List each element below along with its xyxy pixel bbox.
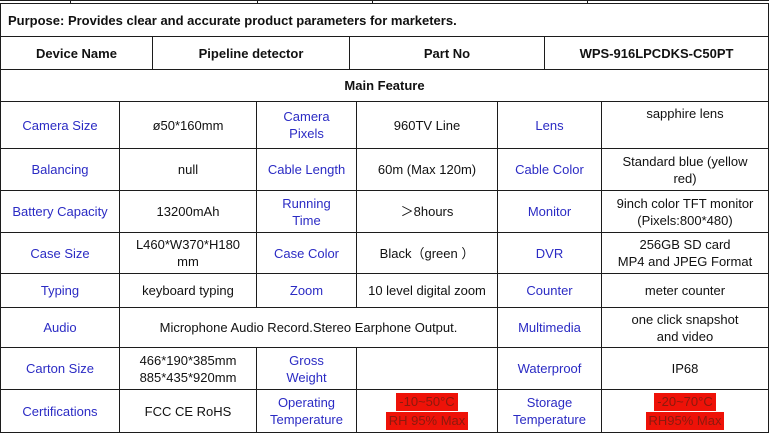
- remnant-tick: [257, 1, 258, 4]
- part-no-value: WPS-916LPCDKS-C50PT: [579, 45, 734, 61]
- carton-size-label: Carton Size: [1, 348, 120, 389]
- cutoff-row-remnant: [0, 0, 769, 4]
- lens-value: sapphire lens: [646, 106, 724, 121]
- remnant-tick: [372, 1, 373, 4]
- device-header-row: Device Name Pipeline detector Part No WP…: [1, 37, 768, 70]
- part-no-label: Part No: [350, 37, 545, 69]
- audio-value: Microphone Audio Record.Stereo Earphone …: [120, 308, 498, 347]
- section-title: Main Feature: [344, 78, 425, 93]
- dvr-label: DVR: [498, 233, 602, 273]
- lens-label: Lens: [498, 102, 602, 148]
- cable-length-label: Cable Length: [257, 149, 357, 190]
- camera-pixels-label: Camera Pixels: [257, 102, 357, 148]
- device-name-value: Pipeline detector: [153, 37, 350, 69]
- dvr-value: 256GB SD card MP4 and JPEG Format: [617, 237, 753, 269]
- running-time-value: ＞8hours: [357, 191, 498, 232]
- storage-humidity-max: RH95% Max: [645, 411, 725, 430]
- monitor-label: Monitor: [498, 191, 602, 232]
- counter-value: meter counter: [644, 283, 726, 298]
- storage-temperature-label: Storage Temperature: [498, 390, 602, 432]
- case-size-label: Case Size: [1, 233, 120, 273]
- operating-humidity-max: RH 95% Max: [385, 411, 469, 430]
- table-row: Certifications FCC CE RoHS Operating Tem…: [1, 390, 768, 432]
- certifications-value: FCC CE RoHS: [120, 390, 257, 432]
- case-color-label: Case Color: [257, 233, 357, 273]
- cable-color-value: Standard blue (yellow red): [622, 153, 748, 186]
- zoom-label: Zoom: [257, 274, 357, 307]
- cable-color-label: Cable Color: [498, 149, 602, 190]
- typing-label: Typing: [1, 274, 120, 307]
- device-name-label: Device Name: [1, 37, 153, 69]
- running-time-label: Running Time: [257, 191, 357, 232]
- product-spec-table: Purpose: Provides clear and accurate pro…: [0, 3, 769, 433]
- camera-size-value: ø50*160mm: [120, 102, 257, 148]
- case-size-value: L460*W370*H180 mm: [120, 233, 257, 273]
- remnant-tick: [70, 1, 71, 4]
- operating-temp-range: -10~50°C: [396, 392, 458, 411]
- multimedia-value: one click snapshot and video: [631, 311, 739, 344]
- balancing-label: Balancing: [1, 149, 120, 190]
- table-row: Case Size L460*W370*H180 mm Case Color B…: [1, 233, 768, 274]
- zoom-value: 10 level digital zoom: [357, 274, 498, 307]
- storage-temp-range: -20~70°C: [654, 392, 716, 411]
- operating-temperature-value: -10~50°C RH 95% Max: [357, 390, 498, 432]
- gross-weight-label: Gross Weight: [257, 348, 357, 389]
- remnant-tick: [587, 1, 588, 4]
- carton-size-value: 466*190*385mm 885*435*920mm: [120, 348, 257, 389]
- typing-value: keyboard typing: [120, 274, 257, 307]
- purpose-row: Purpose: Provides clear and accurate pro…: [1, 4, 768, 37]
- battery-capacity-value: 13200mAh: [120, 191, 257, 232]
- table-row: Carton Size 466*190*385mm 885*435*920mm …: [1, 348, 768, 390]
- table-row: Battery Capacity 13200mAh Running Time ＞…: [1, 191, 768, 233]
- storage-temperature-value: -20~70°C RH95% Max: [602, 390, 768, 432]
- gross-weight-value: [357, 348, 498, 389]
- waterproof-label: Waterproof: [498, 348, 602, 389]
- monitor-value: 9inch color TFT monitor (Pixels:800*480): [616, 195, 754, 228]
- multimedia-label: Multimedia: [498, 308, 602, 347]
- case-color-value: Black（green ）: [357, 233, 498, 273]
- section-title-row: Main Feature: [1, 70, 768, 102]
- camera-size-label: Camera Size: [1, 102, 120, 148]
- battery-capacity-label: Battery Capacity: [1, 191, 120, 232]
- operating-temperature-label: Operating Temperature: [257, 390, 357, 432]
- table-row: Balancing null Cable Length 60m (Max 120…: [1, 149, 768, 191]
- purpose-text: Purpose: Provides clear and accurate pro…: [8, 12, 457, 28]
- counter-label: Counter: [498, 274, 602, 307]
- camera-pixels-value: 960TV Line: [357, 102, 498, 148]
- balancing-value: null: [120, 149, 257, 190]
- table-row: Camera Size ø50*160mm Camera Pixels 960T…: [1, 102, 768, 149]
- certifications-label: Certifications: [1, 390, 120, 432]
- table-row: Audio Microphone Audio Record.Stereo Ear…: [1, 308, 768, 348]
- table-row: Typing keyboard typing Zoom 10 level dig…: [1, 274, 768, 308]
- waterproof-value: IP68: [671, 361, 699, 376]
- cable-length-value: 60m (Max 120m): [357, 149, 498, 190]
- audio-label: Audio: [1, 308, 120, 347]
